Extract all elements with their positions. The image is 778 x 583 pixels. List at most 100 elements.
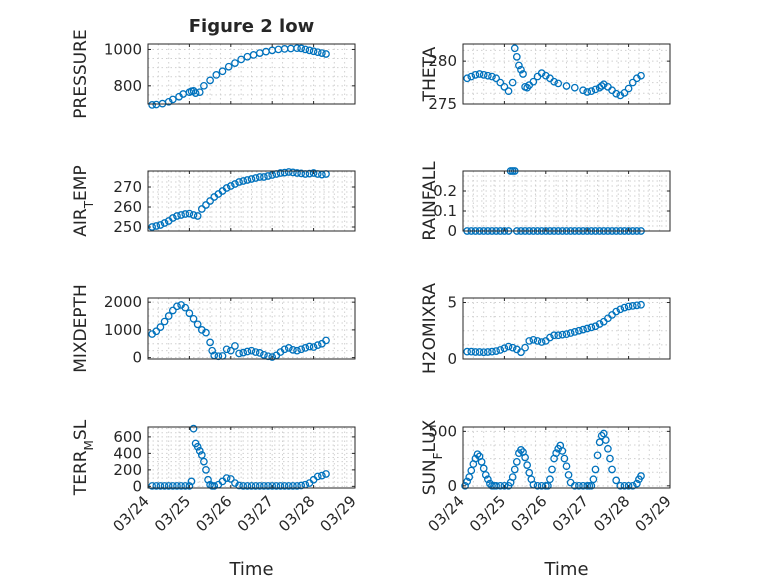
data-point xyxy=(218,67,227,76)
data-point xyxy=(231,180,239,188)
data-point xyxy=(492,74,500,83)
data-point xyxy=(544,481,552,490)
x-tick-label: 03/25 xyxy=(151,492,194,535)
y-axis-label: AIRTEMP xyxy=(71,165,96,236)
data-point xyxy=(193,212,202,220)
data-point xyxy=(628,78,637,87)
y-axis-label: SUNFLUX xyxy=(420,419,445,495)
data-point xyxy=(483,71,492,80)
data-point xyxy=(206,338,214,347)
data-point xyxy=(173,482,181,490)
data-point xyxy=(508,78,517,87)
y-tick-label: 1000 xyxy=(104,321,142,339)
axes-frame xyxy=(147,426,356,489)
data-point xyxy=(247,346,256,355)
data-point xyxy=(624,481,633,490)
data-point xyxy=(624,302,633,311)
data-point xyxy=(587,323,596,332)
data-point xyxy=(606,454,614,463)
data-point xyxy=(235,481,243,490)
subplot-7: 0 500SUNFLUX03/2403/2503/2603/2703/2803/2… xyxy=(420,419,675,580)
data-point xyxy=(612,476,621,485)
data-point xyxy=(181,210,190,218)
data-point xyxy=(510,44,519,53)
data-point xyxy=(500,344,509,353)
y-tick-label: 250 xyxy=(113,218,142,236)
data-point xyxy=(463,74,471,83)
data-point xyxy=(510,465,519,474)
data-point xyxy=(226,182,235,190)
data-point xyxy=(550,331,558,340)
data-point xyxy=(185,309,194,318)
data-point xyxy=(293,482,301,490)
data-point xyxy=(521,453,529,462)
data-point xyxy=(591,465,600,474)
y-axis-label: PRESSURE xyxy=(71,29,91,118)
data-point xyxy=(152,482,161,490)
data-point xyxy=(467,347,476,356)
data-point xyxy=(239,177,248,185)
data-point xyxy=(465,473,474,481)
data-point xyxy=(284,168,293,176)
data-point xyxy=(562,330,571,338)
data-point xyxy=(168,306,177,315)
y-axis-label: MIXDEPTH xyxy=(71,284,91,373)
data-point xyxy=(471,348,480,356)
data-point xyxy=(255,482,264,490)
x-tick-label: 03/28 xyxy=(590,492,633,535)
y-tick-label: 0 xyxy=(132,477,142,495)
data-point xyxy=(206,197,214,205)
data-point xyxy=(620,481,629,490)
data-point xyxy=(247,482,256,490)
data-point xyxy=(471,71,480,79)
y-axis-label: THETA xyxy=(420,46,440,102)
data-point xyxy=(529,77,538,86)
y-tick-label: 280 xyxy=(428,52,457,70)
data-point xyxy=(173,302,181,311)
data-point xyxy=(243,347,252,356)
data-point xyxy=(554,79,563,88)
data-point xyxy=(156,221,165,229)
data-point xyxy=(548,465,556,474)
axes-frame xyxy=(147,297,356,360)
data-point xyxy=(537,338,546,346)
x-tick-label: 03/24 xyxy=(110,492,153,535)
data-point xyxy=(575,481,583,490)
data-point xyxy=(251,174,260,182)
data-point xyxy=(519,70,527,78)
data-point xyxy=(268,482,277,490)
axes-frame xyxy=(462,297,671,360)
data-point xyxy=(210,482,219,490)
data-point xyxy=(467,72,476,81)
data-point xyxy=(164,482,173,490)
data-point xyxy=(313,341,322,349)
data-point xyxy=(566,329,575,337)
x-tick-label: 03/25 xyxy=(466,492,509,535)
data-point xyxy=(264,482,272,490)
data-point xyxy=(200,457,208,466)
data-point xyxy=(280,168,289,177)
y-tick-label: 0 xyxy=(447,222,457,240)
data-point xyxy=(181,482,190,490)
data-point xyxy=(579,325,587,334)
y-tick-label: 5 xyxy=(447,294,457,312)
y-tick-label: 200 xyxy=(113,461,142,479)
subplot-2: 250 260 270 AIRTEMP xyxy=(71,165,356,237)
data-point xyxy=(637,71,645,80)
data-point xyxy=(546,475,554,484)
x-tick-label: 03/29 xyxy=(632,492,675,535)
data-point xyxy=(570,328,579,336)
data-point xyxy=(309,343,318,351)
data-point xyxy=(479,348,488,357)
data-point xyxy=(222,184,231,192)
subplot-6: 0200400600TERRMSL03/2403/2503/2603/2703/… xyxy=(71,419,360,580)
x-axis-label: Time xyxy=(228,559,273,580)
data-point xyxy=(604,444,612,453)
data-point xyxy=(222,474,231,482)
data-point xyxy=(297,169,306,178)
data-point xyxy=(492,347,500,355)
data-point xyxy=(231,59,239,67)
y-tick-label: 600 xyxy=(113,428,142,446)
y-tick-label: 500 xyxy=(428,422,457,440)
